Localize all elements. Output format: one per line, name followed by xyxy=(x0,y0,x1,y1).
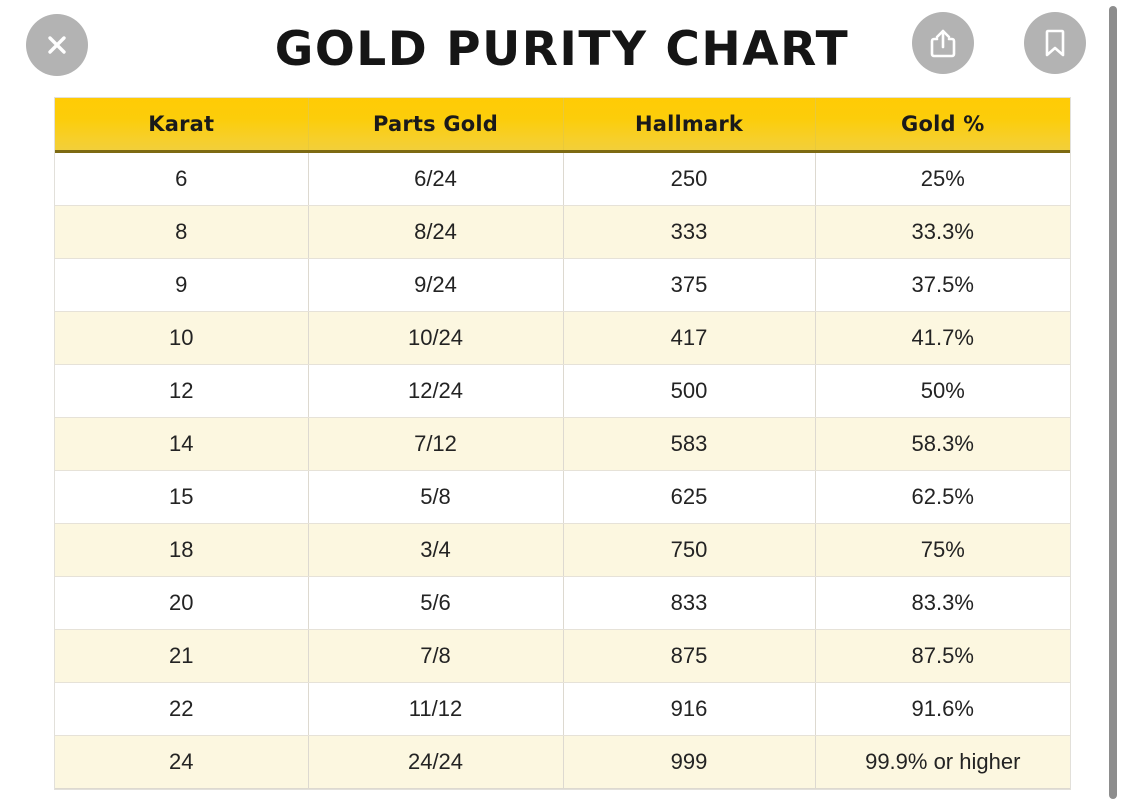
table-row: 20 5/6 833 83.3% xyxy=(55,576,1070,630)
cell-hallmark: 750 xyxy=(563,523,816,577)
cell-parts: 7/8 xyxy=(308,629,564,683)
table-row: 12 12/24 500 50% xyxy=(55,364,1070,418)
gold-purity-table: Karat Parts Gold Hallmark Gold % 6 6/24 … xyxy=(55,98,1070,789)
cell-hallmark: 417 xyxy=(563,311,816,365)
cell-parts: 8/24 xyxy=(308,205,564,259)
cell-karat: 10 xyxy=(55,311,309,365)
close-button[interactable] xyxy=(26,14,88,76)
share-icon xyxy=(927,26,959,60)
cell-parts: 3/4 xyxy=(308,523,564,577)
cell-hallmark: 500 xyxy=(563,364,816,418)
page-title: GOLD PURITY CHART xyxy=(274,21,850,77)
cell-karat: 21 xyxy=(55,629,309,683)
cell-hallmark: 250 xyxy=(563,151,816,206)
cell-karat: 14 xyxy=(55,417,309,471)
cell-parts: 5/6 xyxy=(308,576,564,630)
cell-hallmark: 916 xyxy=(563,682,816,736)
table-row: 10 10/24 417 41.7% xyxy=(55,311,1070,365)
table-body: 6 6/24 250 25% 8 8/24 333 33.3% 9 9/24 3… xyxy=(55,151,1070,789)
cell-parts: 7/12 xyxy=(308,417,564,471)
table-row: 9 9/24 375 37.5% xyxy=(55,258,1070,312)
table-row: 8 8/24 333 33.3% xyxy=(55,205,1070,259)
top-toolbar: GOLD PURITY CHART xyxy=(0,0,1124,100)
cell-hallmark: 333 xyxy=(563,205,816,259)
cell-hallmark: 625 xyxy=(563,470,816,524)
cell-percent: 87.5% xyxy=(815,629,1070,683)
table-row: 14 7/12 583 58.3% xyxy=(55,417,1070,471)
close-icon xyxy=(42,30,72,60)
cell-karat: 12 xyxy=(55,364,309,418)
header-row: Karat Parts Gold Hallmark Gold % xyxy=(55,98,1070,153)
table-row: 18 3/4 750 75% xyxy=(55,523,1070,577)
cell-percent: 41.7% xyxy=(815,311,1070,365)
cell-karat: 24 xyxy=(55,735,309,789)
table-row: 6 6/24 250 25% xyxy=(55,151,1070,206)
cell-percent: 91.6% xyxy=(815,682,1070,736)
cell-percent: 99.9% or higher xyxy=(815,735,1070,789)
cell-parts: 6/24 xyxy=(308,151,564,206)
cell-percent: 58.3% xyxy=(815,417,1070,471)
column-header-karat: Karat xyxy=(55,98,309,153)
cell-hallmark: 583 xyxy=(563,417,816,471)
table-row: 21 7/8 875 87.5% xyxy=(55,629,1070,683)
cell-percent: 75% xyxy=(815,523,1070,577)
column-header-hallmark: Hallmark xyxy=(563,98,816,153)
cell-karat: 22 xyxy=(55,682,309,736)
cell-hallmark: 375 xyxy=(563,258,816,312)
cell-parts: 12/24 xyxy=(308,364,564,418)
bookmark-icon xyxy=(1041,26,1069,60)
cell-percent: 50% xyxy=(815,364,1070,418)
bookmark-button[interactable] xyxy=(1024,12,1086,74)
cell-parts: 10/24 xyxy=(308,311,564,365)
table-row: 15 5/8 625 62.5% xyxy=(55,470,1070,524)
cell-karat: 8 xyxy=(55,205,309,259)
table-row: 24 24/24 999 99.9% or higher xyxy=(55,735,1070,789)
share-button[interactable] xyxy=(912,12,974,74)
column-header-parts-gold: Parts Gold xyxy=(308,98,564,153)
vertical-scrollbar-track[interactable] xyxy=(1106,0,1120,805)
cell-percent: 62.5% xyxy=(815,470,1070,524)
column-header-gold-pct: Gold % xyxy=(815,98,1070,153)
cell-karat: 18 xyxy=(55,523,309,577)
cell-hallmark: 833 xyxy=(563,576,816,630)
cell-karat: 9 xyxy=(55,258,309,312)
cell-parts: 9/24 xyxy=(308,258,564,312)
cell-parts: 11/12 xyxy=(308,682,564,736)
cell-hallmark: 875 xyxy=(563,629,816,683)
cell-percent: 25% xyxy=(815,151,1070,206)
gold-purity-table-container: Karat Parts Gold Hallmark Gold % 6 6/24 … xyxy=(55,98,1070,789)
cell-percent: 37.5% xyxy=(815,258,1070,312)
cell-karat: 20 xyxy=(55,576,309,630)
cell-parts: 24/24 xyxy=(308,735,564,789)
cell-karat: 15 xyxy=(55,470,309,524)
cell-percent: 33.3% xyxy=(815,205,1070,259)
vertical-scrollbar-thumb[interactable] xyxy=(1109,6,1117,799)
cell-karat: 6 xyxy=(55,151,309,206)
table-row: 22 11/12 916 91.6% xyxy=(55,682,1070,736)
cell-percent: 83.3% xyxy=(815,576,1070,630)
table-header: Karat Parts Gold Hallmark Gold % xyxy=(55,98,1070,153)
cell-hallmark: 999 xyxy=(563,735,816,789)
cell-parts: 5/8 xyxy=(308,470,564,524)
